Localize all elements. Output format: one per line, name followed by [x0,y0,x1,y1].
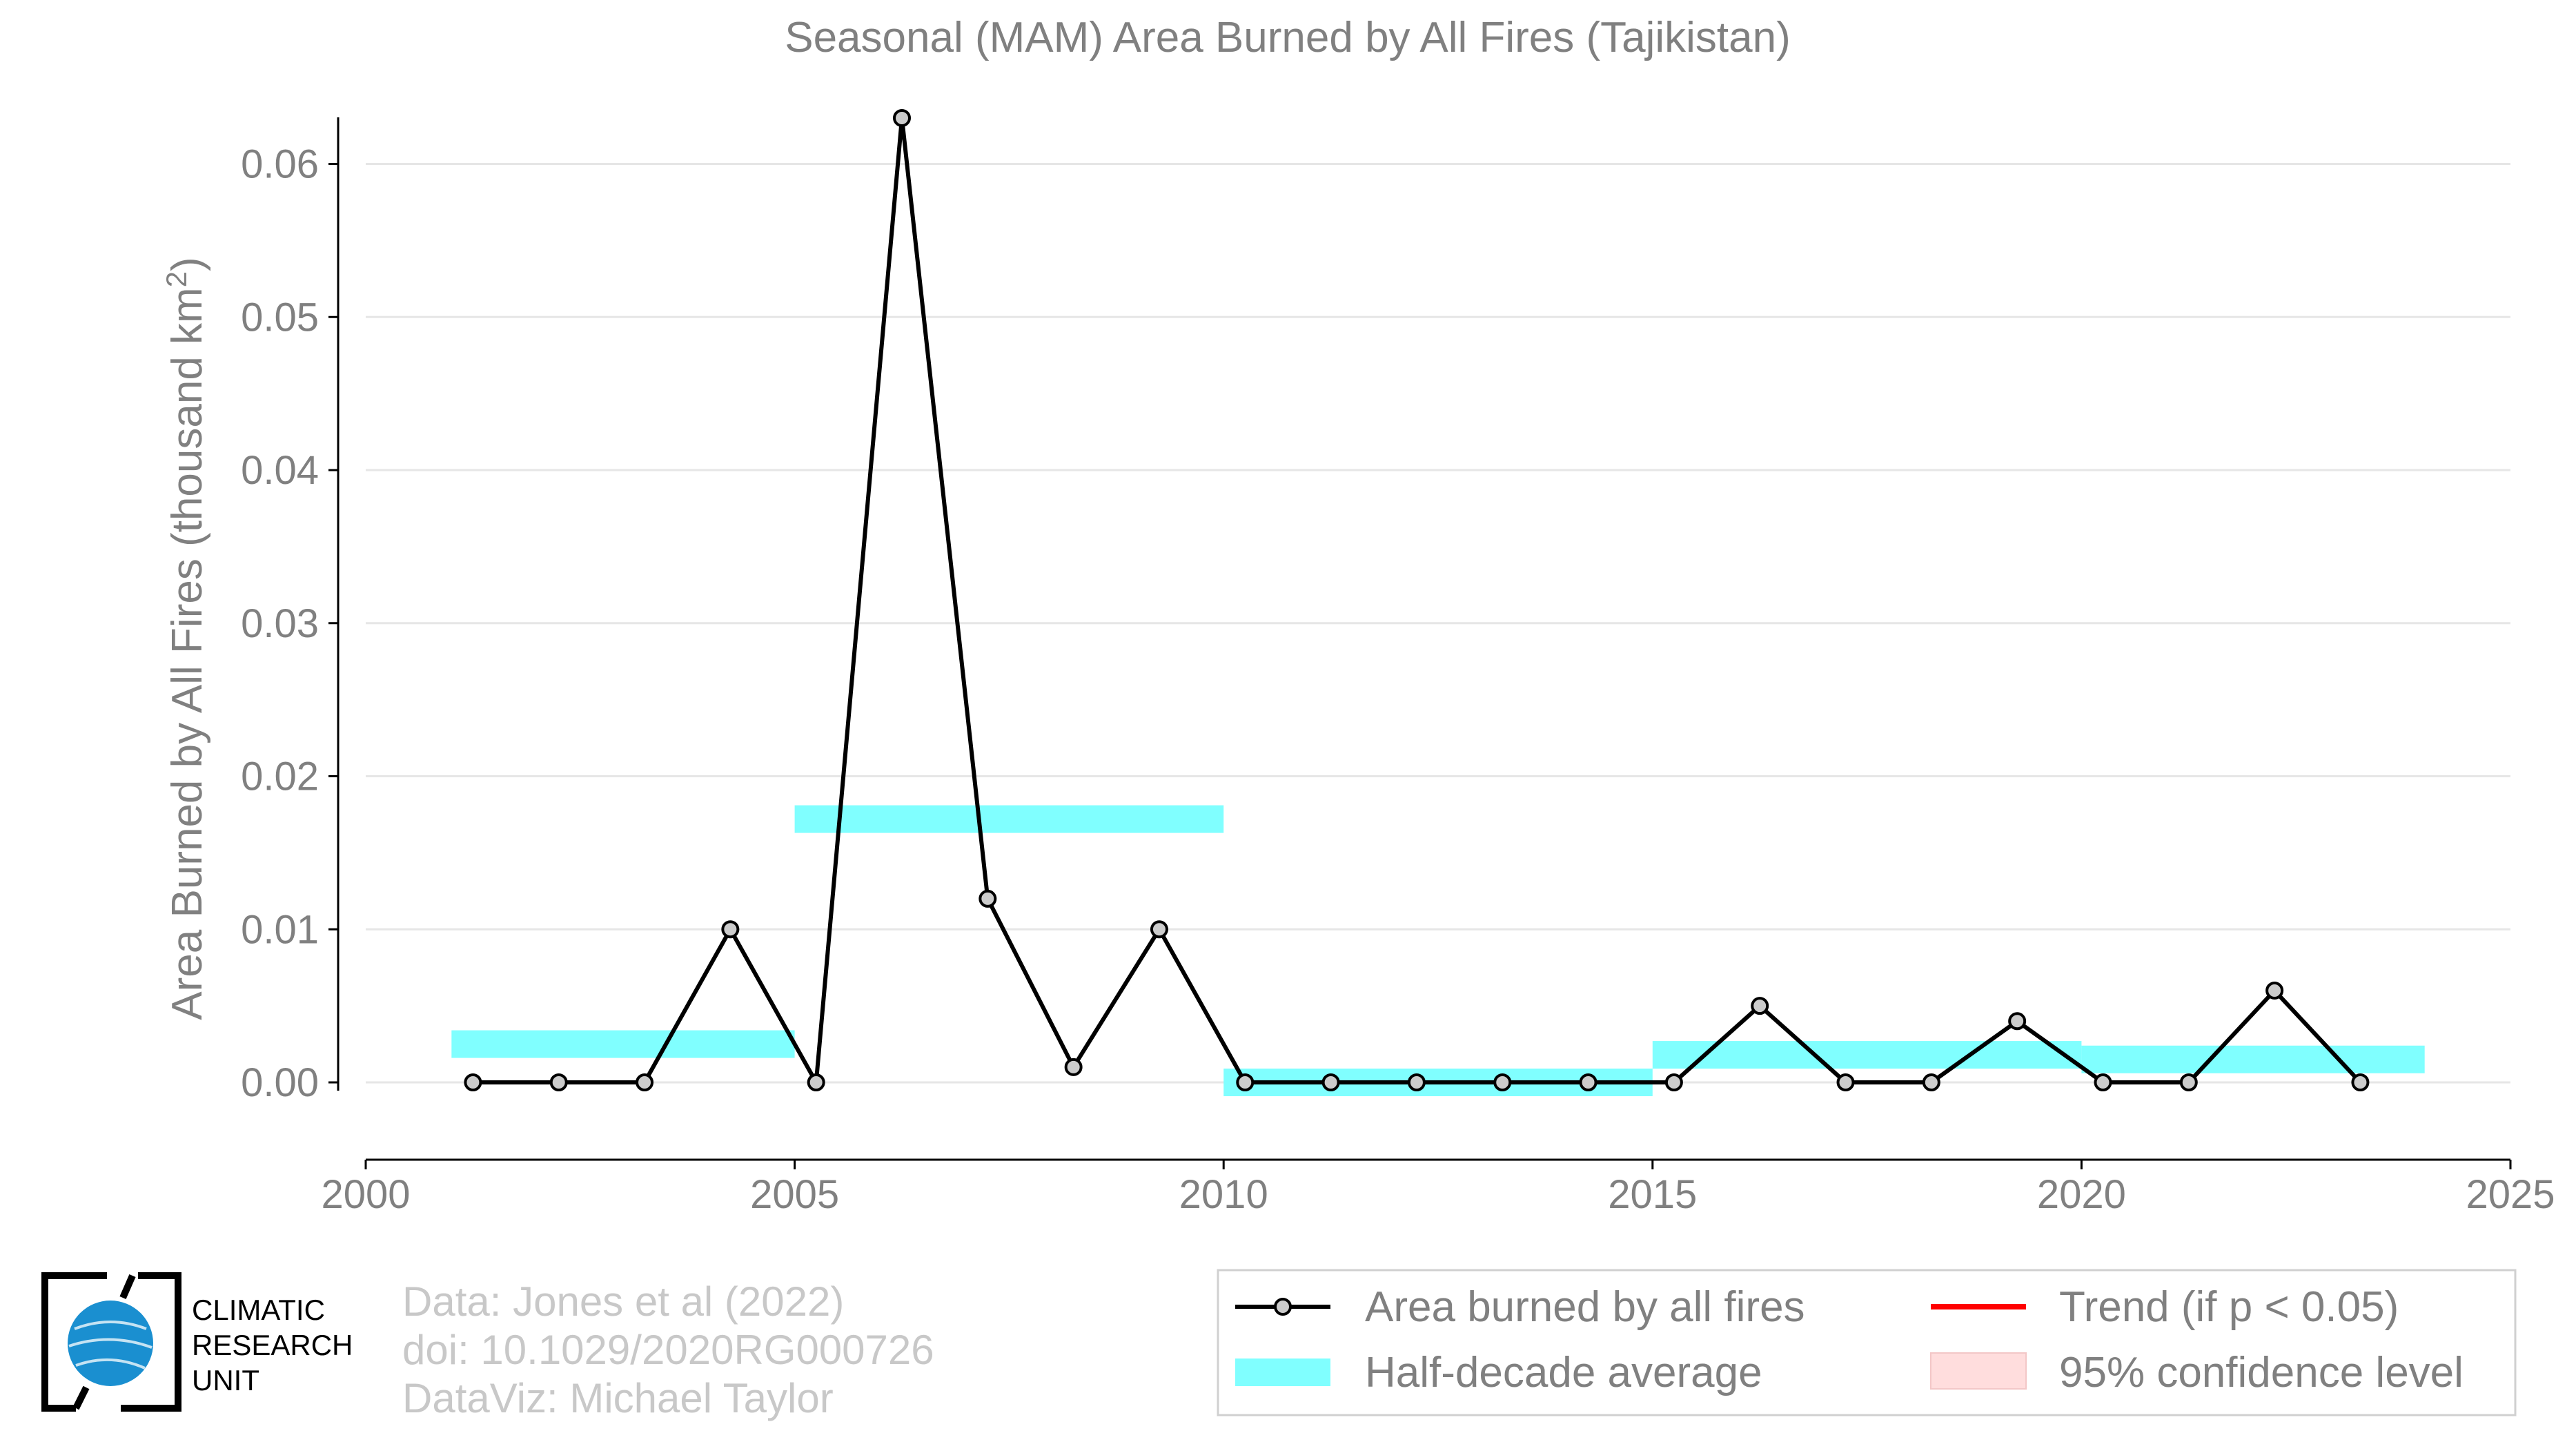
data-point [1836,1073,1855,1091]
y-axis-label-close: ) [164,257,211,271]
x-tick-label: 2020 [2037,1172,2126,1217]
x-tick-label: 2015 [1608,1172,1697,1217]
series-line-path [473,116,2362,1084]
data-point [1064,1058,1083,1076]
data-point [1493,1073,1512,1091]
data-point [464,1073,482,1091]
legend-confidence-patch-icon [1930,1352,2027,1390]
logo-text-unit: UNIT [192,1364,259,1396]
legend-label-area-burned: Area burned by all fires [1365,1283,1805,1331]
y-axis-label: Area Burned by All Fires (thousand km2) [160,257,211,1020]
legend-marker-icon [1274,1298,1292,1316]
y-tick-label: 0.03 [241,601,319,646]
data-point [2094,1073,2112,1091]
data-point [2008,1012,2027,1031]
data-point [2179,1073,2198,1091]
y-tick-label: 0.01 [241,907,319,952]
data-point [893,108,911,127]
data-point [721,920,740,939]
x-tick-label: 2025 [2466,1172,2555,1217]
legend-item-half-decade: Half-decade average [1235,1349,1762,1396]
credit-data-source: Data: Jones et al (2022) [402,1278,844,1325]
credit-dataviz: DataViz: Michael Taylor [402,1375,834,1421]
data-point [1321,1073,1340,1091]
legend-item-confidence: 95% confidence level [1930,1349,2464,1396]
data-point [807,1073,825,1091]
logo-bracket-right-icon [121,1272,181,1412]
credits: Data: Jones et al (2022) doi: 10.1029/20… [402,1278,934,1421]
y-axis-label-main: Area Burned by All Fires (thousand km [164,287,211,1020]
data-point [2351,1073,2370,1091]
x-tick-label: 2005 [750,1172,839,1217]
half-decade-band [1652,1041,2082,1069]
legend-label-confidence: 95% confidence level [2059,1349,2464,1396]
chart-title: Seasonal (MAM) Area Burned by All Fires … [785,14,1791,61]
series-area-burned [464,108,2370,1091]
y-axis-ticks: 0.00 0.01 0.02 0.03 0.04 0.05 0.06 [241,142,338,1105]
y-tick-label: 0.05 [241,295,319,340]
data-point [979,889,997,908]
data-point [1150,920,1168,939]
legend-item-area-burned: Area burned by all fires [1235,1283,1805,1331]
data-point [1407,1073,1426,1091]
data-point [1922,1073,1940,1091]
logo-text-climatic: CLIMATIC [192,1294,325,1326]
globe-swirl-icon [68,1321,153,1370]
data-point [2265,981,2284,1000]
y-tick-label: 0.00 [241,1060,319,1105]
y-tick-label: 0.02 [241,754,319,799]
logo-bracket-left-icon [41,1272,107,1412]
gridlines [366,163,2510,1084]
half-decade-band [451,1030,795,1058]
x-tick-label: 2000 [321,1172,410,1217]
data-point [636,1073,654,1091]
cru-logo: CLIMATIC RESEARCH UNIT [41,1272,353,1412]
x-tick-label: 2010 [1179,1172,1268,1217]
data-point [1664,1073,1683,1091]
data-point [1236,1073,1255,1091]
legend-label-trend: Trend (if p < 0.05) [2059,1283,2399,1331]
half-decade-average-bands [451,805,2425,1096]
legend-item-trend: Trend (if p < 0.05) [1931,1283,2399,1331]
legend-label-half-decade: Half-decade average [1365,1349,1762,1396]
half-decade-band [794,805,1224,833]
y-tick-label: 0.06 [241,142,319,187]
data-point [1579,1073,1597,1091]
data-point [1751,997,1769,1015]
y-tick-label: 0.04 [241,448,319,493]
half-decade-band [2081,1045,2425,1073]
legend-box [1217,1269,2517,1416]
data-point [549,1073,568,1091]
y-axis-label-superscript: 2 [160,271,193,287]
logo-slash-bottom-icon [72,1385,90,1410]
legend: Area burned by all fires Trend (if p < 0… [1217,1269,2517,1416]
logo-slash-top-icon [119,1274,136,1300]
legend-band-icon [1235,1359,1330,1386]
x-axis-ticks: 2000 2005 2010 2015 2020 2025 [321,1160,2555,1217]
credit-doi: doi: 10.1029/2020RG000726 [402,1327,934,1373]
logo-text-research: RESEARCH [192,1329,353,1361]
